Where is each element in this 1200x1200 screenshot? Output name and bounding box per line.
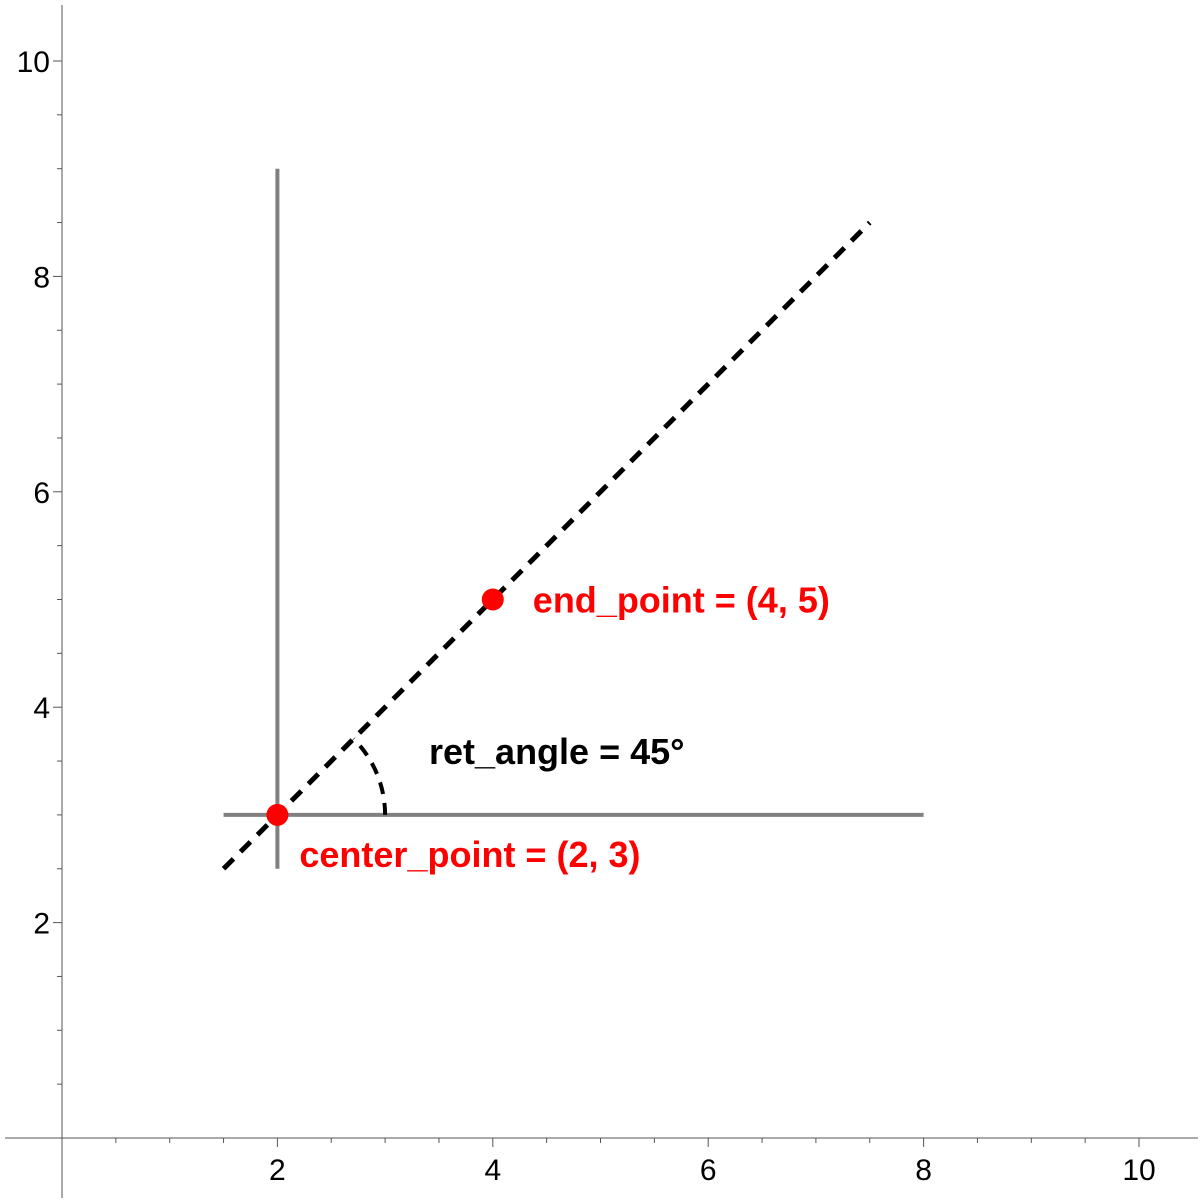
x-tick-label: 6: [700, 1154, 717, 1187]
y-tick-label: 6: [33, 477, 50, 510]
reference-lines: [223, 168, 924, 869]
x-tick-label: 10: [1122, 1154, 1155, 1187]
x-tick-label: 8: [915, 1154, 932, 1187]
y-tick-label: 4: [33, 692, 50, 725]
axes: 2 4 6 8 10 2 4 6 8 10: [5, 5, 1198, 1198]
center-point-label: center_point = (2, 3): [299, 834, 640, 875]
dashed-ray: [221, 220, 872, 871]
x-tick-label: 2: [269, 1154, 286, 1187]
y-tick-label: 2: [33, 908, 50, 941]
x-tick-label: 4: [484, 1154, 501, 1187]
y-tick-label: 8: [33, 261, 50, 294]
y-tick-label: 10: [17, 46, 50, 79]
end-point-marker: [481, 588, 504, 611]
angle-label: ret_angle = 45°: [429, 731, 685, 772]
end-point-label: end_point = (4, 5): [533, 580, 830, 621]
points: [266, 588, 504, 826]
angle-arc: [352, 737, 388, 815]
center-point-marker: [266, 803, 289, 826]
